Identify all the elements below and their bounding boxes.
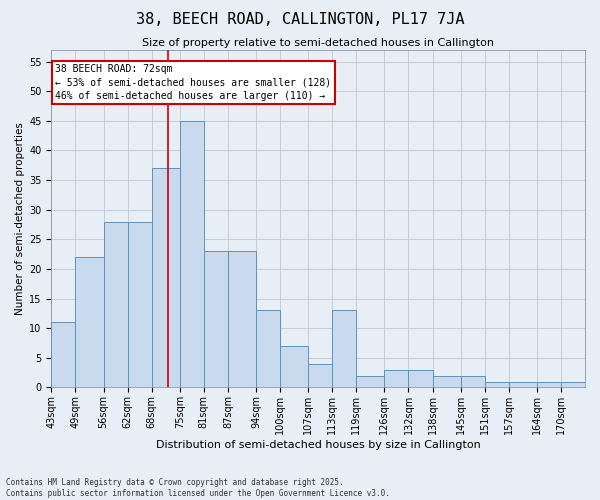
Bar [228, 251, 256, 388]
Bar [461, 376, 485, 388]
Bar [204, 251, 228, 388]
Bar [409, 370, 433, 388]
Bar [332, 310, 356, 388]
Bar [356, 376, 385, 388]
Text: 38 BEECH ROAD: 72sqm
← 53% of semi-detached houses are smaller (128)
46% of semi: 38 BEECH ROAD: 72sqm ← 53% of semi-detac… [55, 64, 332, 101]
Bar [180, 121, 204, 388]
X-axis label: Distribution of semi-detached houses by size in Callington: Distribution of semi-detached houses by … [156, 440, 481, 450]
Bar [256, 310, 280, 388]
Title: Size of property relative to semi-detached houses in Callington: Size of property relative to semi-detach… [142, 38, 494, 48]
Text: Contains HM Land Registry data © Crown copyright and database right 2025.
Contai: Contains HM Land Registry data © Crown c… [6, 478, 390, 498]
Bar [485, 382, 509, 388]
Bar [433, 376, 461, 388]
Bar [152, 168, 180, 388]
Bar [561, 382, 585, 388]
Text: 38, BEECH ROAD, CALLINGTON, PL17 7JA: 38, BEECH ROAD, CALLINGTON, PL17 7JA [136, 12, 464, 28]
Bar [128, 222, 152, 388]
Bar [76, 257, 104, 388]
Y-axis label: Number of semi-detached properties: Number of semi-detached properties [15, 122, 25, 315]
Bar [52, 322, 76, 388]
Bar [308, 364, 332, 388]
Bar [509, 382, 537, 388]
Bar [280, 346, 308, 388]
Bar [537, 382, 561, 388]
Bar [104, 222, 128, 388]
Bar [385, 370, 409, 388]
